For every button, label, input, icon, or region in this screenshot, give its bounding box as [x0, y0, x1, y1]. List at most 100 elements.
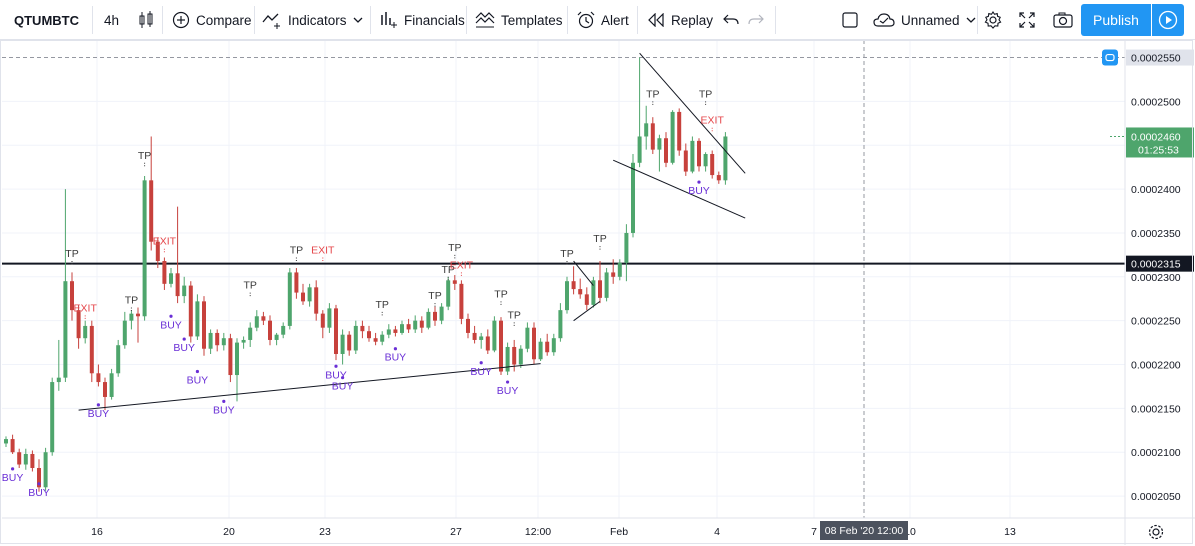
select-layout-checkbox[interactable] [842, 0, 858, 40]
candle-body [17, 452, 22, 465]
alert-badge-glyph [1105, 53, 1115, 62]
candle-body [208, 332, 213, 349]
buy-marker-dot [334, 364, 338, 368]
candle-body [690, 140, 695, 172]
buy-marker-dot [37, 482, 41, 486]
interval-button[interactable]: 4h [104, 0, 119, 40]
symbol-search[interactable]: QTUMBTC [14, 0, 79, 40]
toolbar-divider [162, 6, 163, 34]
candle-body [116, 345, 121, 374]
toolbar-divider [466, 6, 467, 34]
signal-label-tp: TP [560, 248, 573, 260]
toolbar-divider [92, 6, 93, 34]
financials-button[interactable]: Financials [380, 0, 465, 40]
signal-label-buy: BUY [187, 375, 209, 387]
indicators-label: Indicators [288, 12, 347, 28]
signal-label-buy: BUY [497, 385, 519, 397]
chevron-down-icon[interactable] [353, 16, 363, 24]
layout-menu[interactable]: Unnamed [873, 0, 976, 40]
y-tick-label: 0.0002050 [1131, 491, 1181, 503]
axes: 0.0002050 0.0002100 0.0002150 0.0002200 0.00… [2, 40, 1195, 545]
candle-body [479, 336, 484, 340]
candle-body [551, 338, 556, 353]
candle-body [136, 313, 140, 317]
signal-label-buy: BUY [470, 366, 492, 378]
signal-label-tp: TP [699, 88, 712, 100]
candle-body [281, 325, 286, 335]
x-tick-label: 20 [223, 526, 235, 538]
candle-body [446, 280, 451, 307]
candle-body [664, 138, 668, 163]
trendline[interactable] [573, 300, 601, 322]
candle-body [175, 273, 180, 297]
x-tick-label: Feb [610, 526, 628, 538]
trendline[interactable] [639, 52, 746, 174]
signal-label-exit: EXIT [311, 245, 335, 257]
trendline[interactable] [612, 159, 746, 219]
candle-body [188, 285, 193, 337]
x-tick-label: 10 [904, 526, 916, 538]
x-tick-label: 12:00 [525, 526, 551, 538]
compare-button[interactable]: Compare [172, 0, 252, 40]
candle-body [716, 175, 721, 181]
y-tick-label: 0.0002300 [1131, 272, 1181, 284]
trendline[interactable] [78, 363, 541, 411]
undo-button[interactable] [723, 0, 739, 40]
signal-label-tp: TP [441, 264, 454, 276]
x-tick-label: 16 [91, 526, 103, 538]
alarm-clock-icon [577, 11, 595, 29]
chart-style-button[interactable] [138, 0, 154, 40]
gear-icon[interactable] [1152, 528, 1160, 536]
snapshot-button[interactable] [1053, 0, 1073, 40]
buy-marker-dot [393, 347, 397, 351]
signal-label-exit: EXIT [450, 259, 474, 271]
candle-body [499, 320, 503, 372]
candle-body [637, 136, 642, 163]
redo-icon [748, 14, 764, 26]
signal-label-exit: EXIT [153, 236, 177, 248]
buy-marker-dot [169, 314, 173, 318]
trendline[interactable] [573, 260, 594, 286]
indicators-button[interactable]: Indicators [262, 0, 363, 40]
candle-body [89, 325, 94, 374]
candle-body [37, 468, 41, 488]
candle-body [512, 346, 517, 365]
candle-body [347, 334, 352, 351]
crosshair-time-label: 08 Feb '20 12:00 [825, 525, 904, 537]
financials-label: Financials [404, 12, 465, 28]
candle-body [367, 331, 371, 339]
templates-button[interactable]: Templates [475, 0, 563, 40]
candle-body [96, 373, 101, 383]
candlestick-series [4, 57, 728, 492]
compare-label: Compare [196, 12, 252, 28]
alert-button[interactable]: Alert [577, 0, 629, 40]
signal-label-tp: TP [65, 248, 78, 260]
redo-button[interactable] [748, 0, 764, 40]
fullscreen-button[interactable] [1019, 0, 1035, 40]
signal-label-tp: TP [125, 295, 138, 307]
alert-price-label: 0.0002550 [1131, 53, 1181, 65]
signal-label-exit: EXIT [701, 115, 725, 127]
candle-body [413, 320, 418, 330]
publish-options-button[interactable] [1152, 4, 1184, 36]
publish-button[interactable]: Publish [1081, 4, 1151, 36]
candle-body [373, 338, 378, 342]
candle-body [241, 339, 246, 343]
trendlines[interactable] [78, 52, 746, 411]
candle-body [611, 272, 616, 277]
signal-label-buy: BUY [332, 381, 354, 393]
alert-badge-icon[interactable] [1102, 49, 1118, 66]
templates-icon [475, 11, 495, 29]
candle-body [452, 280, 457, 284]
toolbar-divider [567, 6, 568, 34]
replay-button[interactable]: Replay [647, 0, 713, 40]
signal-label-buy: BUY [160, 319, 182, 331]
top-toolbar: QTUMBTC 4h Compare Indicators Financials [0, 0, 1195, 40]
hline-price-label: 0.0002315 [1131, 259, 1181, 271]
settings-button[interactable] [984, 0, 1002, 40]
candle-body [221, 338, 226, 346]
symbol-label: QTUMBTC [14, 12, 79, 28]
toolbar-divider [775, 6, 776, 34]
y-tick-label: 0.0002250 [1131, 316, 1181, 328]
